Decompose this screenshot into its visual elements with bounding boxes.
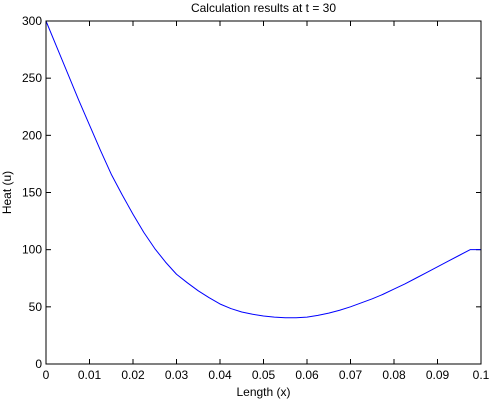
y-tick-label: 150 [22, 186, 42, 200]
x-tick-label: 0.03 [165, 368, 189, 382]
x-tick-label: 0.06 [295, 368, 319, 382]
x-tick-label: 0.02 [121, 368, 145, 382]
y-tick-label: 250 [22, 71, 42, 85]
x-tick-label: 0.01 [78, 368, 102, 382]
x-tick-label: 0.07 [339, 368, 363, 382]
y-tick-label: 300 [22, 14, 42, 28]
series-layer [45, 20, 481, 319]
x-axis-label: Length (x) [236, 385, 290, 399]
plot-area [46, 21, 481, 364]
x-tick-label: 0.05 [252, 368, 276, 382]
y-axis-label: Heat (u) [0, 171, 14, 214]
x-tick-label: 0.09 [426, 368, 450, 382]
y-tick-label: 50 [29, 300, 43, 314]
ticks: 0 0.01 0.02 0.03 0.04 0.05 0.06 0.07 0.08 0.09 0.1… [22, 14, 489, 382]
axes-background [46, 21, 481, 364]
y-tick-label: 100 [22, 243, 42, 257]
y-tick-label: 0 [35, 357, 42, 371]
x-tick-label: 0.04 [208, 368, 232, 382]
x-tick-label: 0.1 [473, 368, 489, 382]
x-tick-label: 0 [43, 368, 50, 382]
x-tick-label: 0.08 [382, 368, 406, 382]
chart-title: Calculation results at t = 30 [191, 1, 336, 15]
series-line [45, 20, 481, 319]
axes-box [45, 20, 482, 365]
y-tick-label: 200 [22, 128, 42, 142]
